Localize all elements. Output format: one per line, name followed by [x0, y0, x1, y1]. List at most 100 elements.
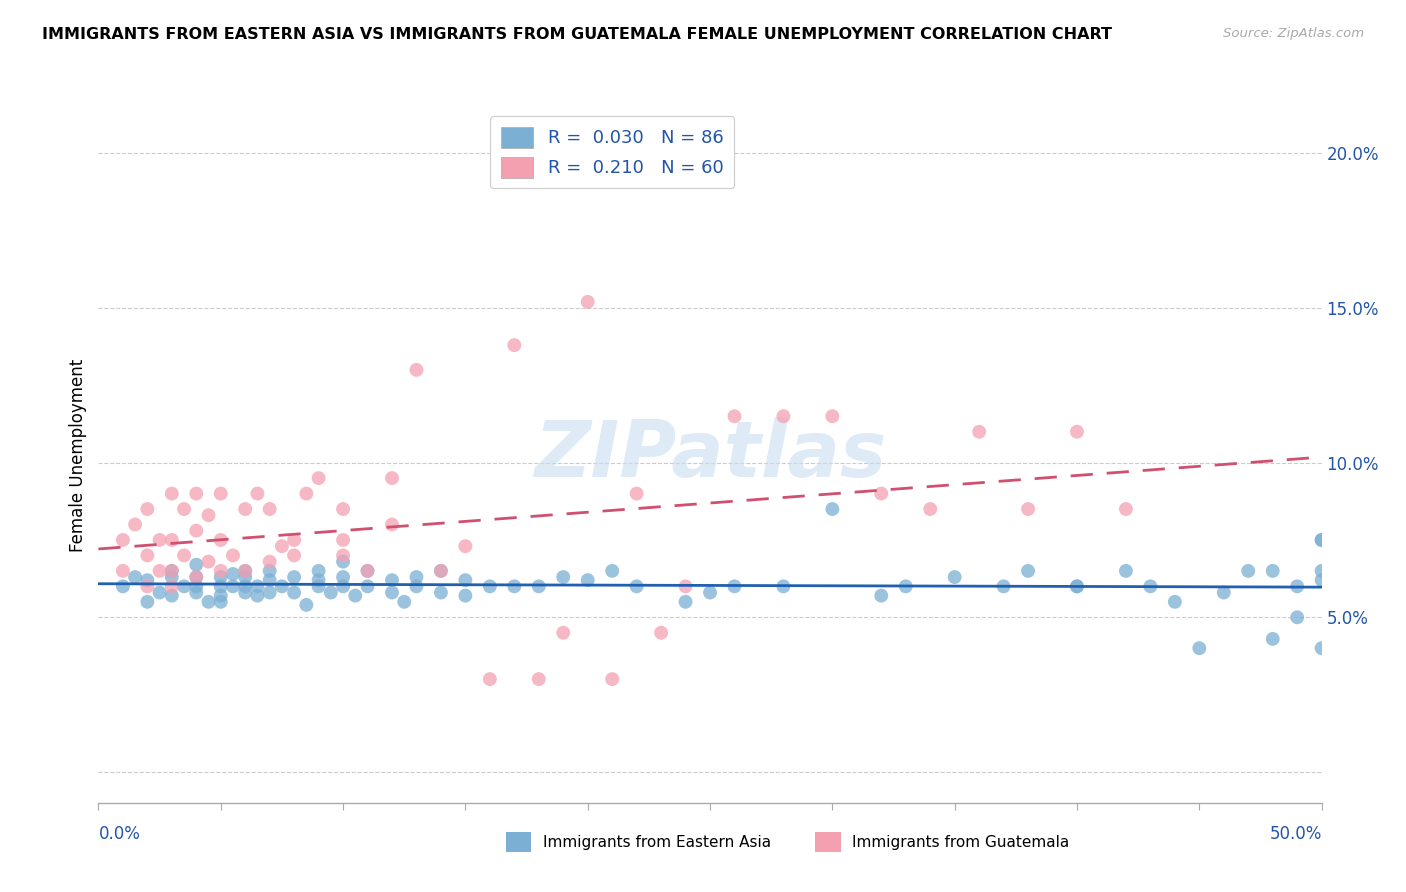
Point — [1066, 579, 1088, 593]
Point — [332, 502, 354, 516]
Point — [259, 585, 281, 599]
Point — [173, 549, 195, 563]
Text: IMMIGRANTS FROM EASTERN ASIA VS IMMIGRANTS FROM GUATEMALA FEMALE UNEMPLOYMENT CO: IMMIGRANTS FROM EASTERN ASIA VS IMMIGRAN… — [42, 27, 1112, 42]
Point — [283, 533, 305, 547]
Text: Source: ZipAtlas.com: Source: ZipAtlas.com — [1223, 27, 1364, 40]
Point — [699, 585, 721, 599]
Point — [1188, 641, 1211, 656]
Point — [650, 625, 672, 640]
Point — [259, 573, 281, 587]
Point — [233, 564, 256, 578]
Point — [233, 570, 256, 584]
Point — [723, 409, 745, 424]
Point — [1310, 641, 1333, 656]
Point — [209, 564, 232, 578]
Point — [186, 585, 208, 599]
Point — [246, 579, 269, 593]
Point — [246, 589, 269, 603]
Point — [993, 579, 1015, 593]
Point — [332, 570, 354, 584]
Point — [894, 579, 917, 593]
Point — [626, 486, 648, 500]
Point — [222, 579, 245, 593]
Point — [308, 564, 330, 578]
Point — [160, 570, 183, 584]
Point — [332, 555, 354, 569]
Point — [173, 502, 195, 516]
Point — [332, 533, 354, 547]
Point — [295, 486, 318, 500]
Point — [259, 502, 281, 516]
Point — [319, 585, 342, 599]
Point — [246, 486, 269, 500]
Point — [186, 570, 208, 584]
Point — [1164, 595, 1187, 609]
Text: Immigrants from Guatemala: Immigrants from Guatemala — [852, 835, 1070, 849]
Point — [405, 363, 427, 377]
Point — [1286, 579, 1309, 593]
Point — [209, 570, 232, 584]
Point — [1066, 579, 1088, 593]
Point — [430, 585, 453, 599]
Point — [1139, 579, 1161, 593]
Point — [576, 573, 599, 587]
Point — [111, 579, 134, 593]
Point — [772, 579, 794, 593]
Point — [553, 625, 575, 640]
Point — [1115, 564, 1137, 578]
Point — [1286, 610, 1309, 624]
Point — [943, 570, 966, 584]
Point — [967, 425, 990, 439]
Point — [870, 589, 893, 603]
Point — [454, 573, 477, 587]
Point — [222, 566, 245, 581]
Point — [356, 579, 378, 593]
Point — [1261, 564, 1284, 578]
Point — [870, 486, 893, 500]
Point — [478, 672, 501, 686]
Point — [1310, 573, 1333, 587]
Point — [283, 570, 305, 584]
Text: Immigrants from Eastern Asia: Immigrants from Eastern Asia — [543, 835, 770, 849]
Point — [136, 549, 159, 563]
Point — [392, 595, 416, 609]
Point — [149, 585, 172, 599]
Point — [111, 533, 134, 547]
Point — [197, 508, 219, 523]
Point — [209, 533, 232, 547]
Point — [186, 579, 208, 593]
Point — [270, 579, 294, 593]
Point — [222, 549, 245, 563]
Point — [124, 570, 146, 584]
Point — [381, 573, 404, 587]
Point — [233, 579, 256, 593]
Point — [160, 579, 183, 593]
Point — [332, 549, 354, 563]
Point — [283, 549, 305, 563]
Point — [308, 573, 330, 587]
Point — [1237, 564, 1260, 578]
Point — [209, 589, 232, 603]
Point — [675, 595, 697, 609]
Point — [259, 564, 281, 578]
Point — [1310, 533, 1333, 547]
Point — [160, 533, 183, 547]
Point — [454, 539, 477, 553]
Point — [160, 564, 183, 578]
Point — [405, 570, 427, 584]
Point — [209, 579, 232, 593]
Point — [111, 564, 134, 578]
Point — [600, 672, 623, 686]
Point — [160, 564, 183, 578]
Point — [430, 564, 453, 578]
Point — [197, 555, 219, 569]
Point — [160, 486, 183, 500]
Point — [430, 564, 453, 578]
Point — [197, 595, 219, 609]
Point — [186, 558, 208, 572]
Point — [136, 573, 159, 587]
Point — [295, 598, 318, 612]
Point — [308, 471, 330, 485]
Point — [209, 486, 232, 500]
Point — [600, 564, 623, 578]
